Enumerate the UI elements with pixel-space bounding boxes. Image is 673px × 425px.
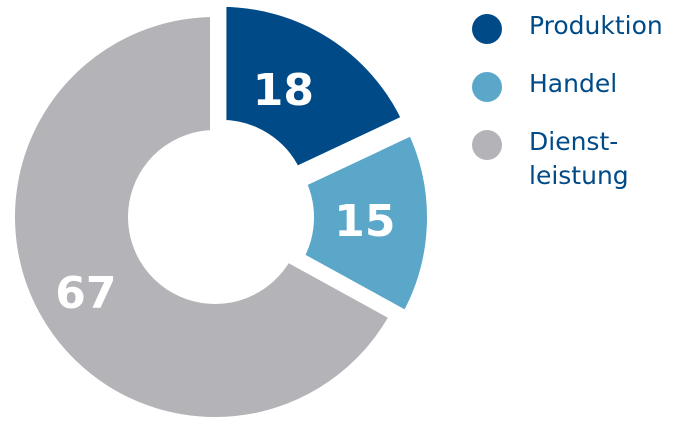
slice-handel: [292, 123, 437, 323]
legend-swatch-dienstleistung: [472, 130, 502, 160]
donut-chart: 18 15 67: [5, 0, 437, 425]
legend: Produktion Handel Dienst- leistung: [472, 8, 672, 190]
legend-label-handel: Handel: [529, 69, 618, 98]
legend-item-produktion: Produktion: [472, 8, 672, 66]
slice-label-produktion: 18: [253, 65, 314, 116]
legend-label-dienstleistung: Dienst- leistung: [529, 127, 629, 190]
slice-dienstleistung: [5, 6, 402, 425]
legend-swatch-handel: [472, 72, 502, 102]
legend-label-produktion: Produktion: [529, 11, 663, 40]
slice-label-dienstleistung: 67: [55, 268, 116, 319]
slice-label-handel: 15: [334, 196, 395, 247]
legend-swatch-produktion: [472, 14, 502, 44]
slice-produktion: [216, 0, 414, 179]
legend-item-dienstleistung: Dienst- leistung: [472, 124, 672, 190]
legend-item-handel: Handel: [472, 66, 672, 124]
